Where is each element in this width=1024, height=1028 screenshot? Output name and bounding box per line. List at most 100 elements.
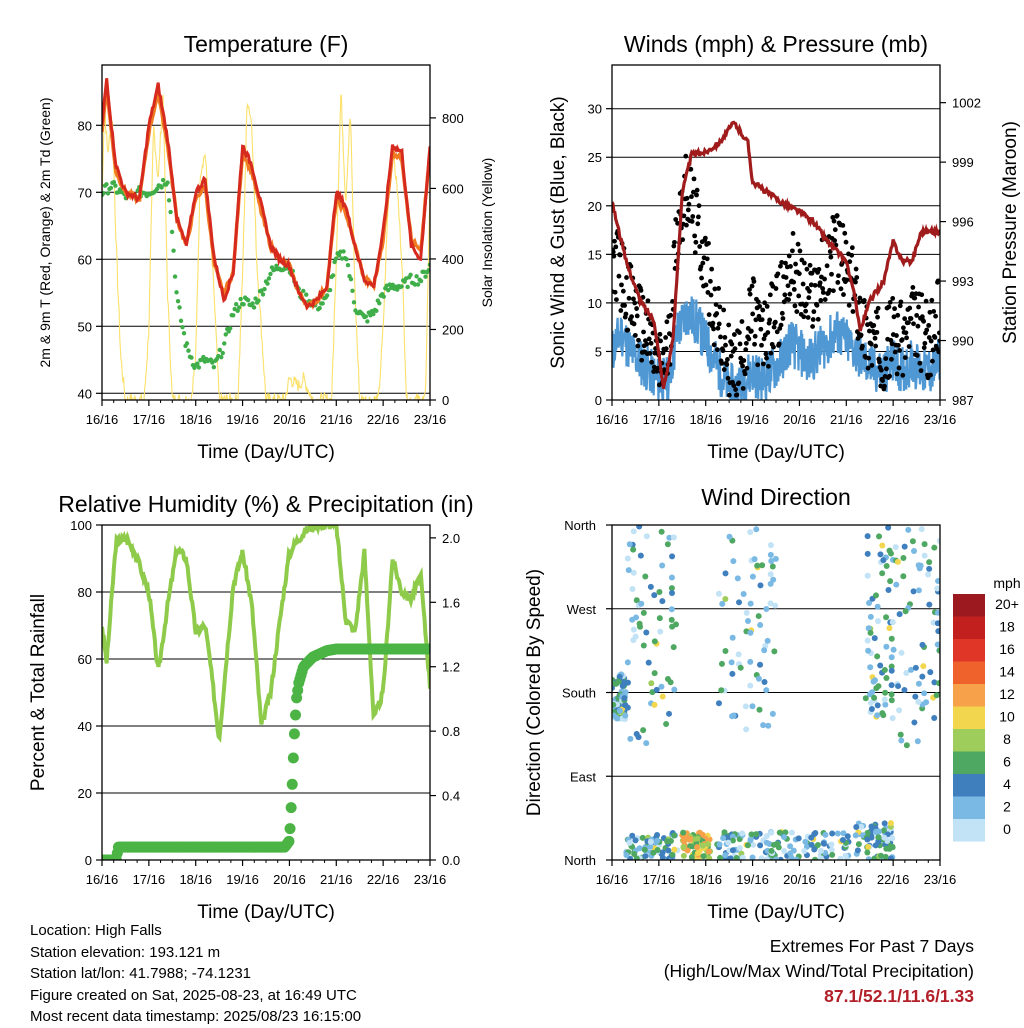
gust-point [779,259,785,265]
gust-point [919,292,925,298]
wind-direction-point [770,576,777,583]
wind-direction-point [658,683,665,690]
y-tick-label: North [564,853,596,868]
relative-humidity-line [102,525,430,743]
wind-direction-point [871,635,878,642]
dewpoint-point [223,332,228,337]
wind-direction-point [659,598,666,605]
gust-point [694,187,700,193]
gust-point [894,333,899,338]
gust-point [801,260,807,266]
gust-point [711,342,717,348]
wind-direction-point [900,554,907,561]
gust-point [902,355,908,360]
winds-pressure-panel: Winds (mph) & Pressure (mb) 0 5 10 15 20 25 30 1… [548,31,1021,463]
wind-direction-point [868,705,875,712]
wind-direction-point [912,693,919,700]
wind-direction-point [630,546,637,553]
gust-point [926,323,932,328]
gust-point [747,291,753,297]
wind-direction-point [667,679,674,686]
gust-point [805,315,811,320]
gust-point [703,282,709,288]
gust-point [815,316,821,322]
gust-point [850,309,856,314]
x-tick-label: 22/16 [367,872,400,887]
gust-point [714,347,720,353]
gust-point [809,270,815,276]
wind-direction-point [864,550,871,557]
wind-direction-point [896,707,903,714]
gust-point [722,335,728,340]
gust-point [719,360,725,366]
gust-point [635,343,641,349]
gust-point [725,375,731,381]
gust-point [698,264,704,270]
gust-point [645,298,651,304]
wind-direction-point [909,538,916,545]
wind-direction-point [725,839,732,846]
gust-point [873,343,879,349]
wind-direction-point [729,670,736,677]
gust-point [648,340,654,346]
wind-direction-point [867,699,874,706]
wind-direction-point [753,831,760,838]
wind-direction-point [771,648,778,655]
wind-direction-point [888,663,895,670]
wind-direction-point [666,534,673,541]
wind-direction-point [747,658,754,665]
legend-label: 14 [999,664,1015,680]
gust-point [866,355,872,361]
gust-point [914,313,920,318]
y-tick-label: 70 [78,185,92,200]
wind-direction-point [773,856,780,860]
wind-direction-point [665,847,672,854]
dewpoint-point [351,300,357,305]
wind-direction-point [776,829,783,836]
wind-direction-point [740,591,747,598]
dewpoint-point [333,256,339,261]
gust-point [644,341,650,347]
wind-direction-point [828,841,835,848]
wind-direction-point [715,590,722,597]
wind-direction-point [718,660,725,667]
y2-tick-label: 1.2 [442,660,460,675]
wind-direction-point [812,830,819,837]
gust-point [894,371,900,377]
gust-point [901,325,906,331]
gust-point [734,392,740,398]
gust-point [613,244,619,250]
dewpoint-point [381,294,386,299]
dewpoint-point [181,331,187,336]
wind-direction-point [669,553,676,560]
wind-direction-point [885,525,892,531]
gust-point [803,301,809,307]
gust-point [673,217,679,222]
gust-point [629,314,634,320]
wind-direction-point [680,837,687,844]
wind-direction-point [842,852,849,859]
wind-direction-point [642,573,649,580]
gust-point [854,275,860,280]
wind-direction-point [935,628,940,635]
wind-direction-point [760,722,767,729]
y-axis-label: Sonic Wind & Gust (Blue, Black) [548,96,569,368]
wind-direction-point [864,829,871,836]
legend-label: 16 [999,641,1015,657]
dewpoint-point [350,288,355,294]
x-tick-label: 18/16 [689,412,722,427]
precip-point [424,643,430,655]
wind-direction-point [867,664,874,671]
gust-point [634,306,639,311]
wind-direction-point [781,848,788,855]
wind-direction-point [879,570,886,577]
y2-tick-label: 1002 [952,96,981,111]
gust-point [880,378,885,383]
x-tick-label: 17/16 [133,412,166,427]
wind-direction-point [920,663,927,670]
wind-direction-point [728,659,735,666]
gust-point [843,239,849,245]
wind-direction-point [747,600,754,607]
wind-direction-point [867,629,874,636]
wind-direction-point [927,669,934,676]
